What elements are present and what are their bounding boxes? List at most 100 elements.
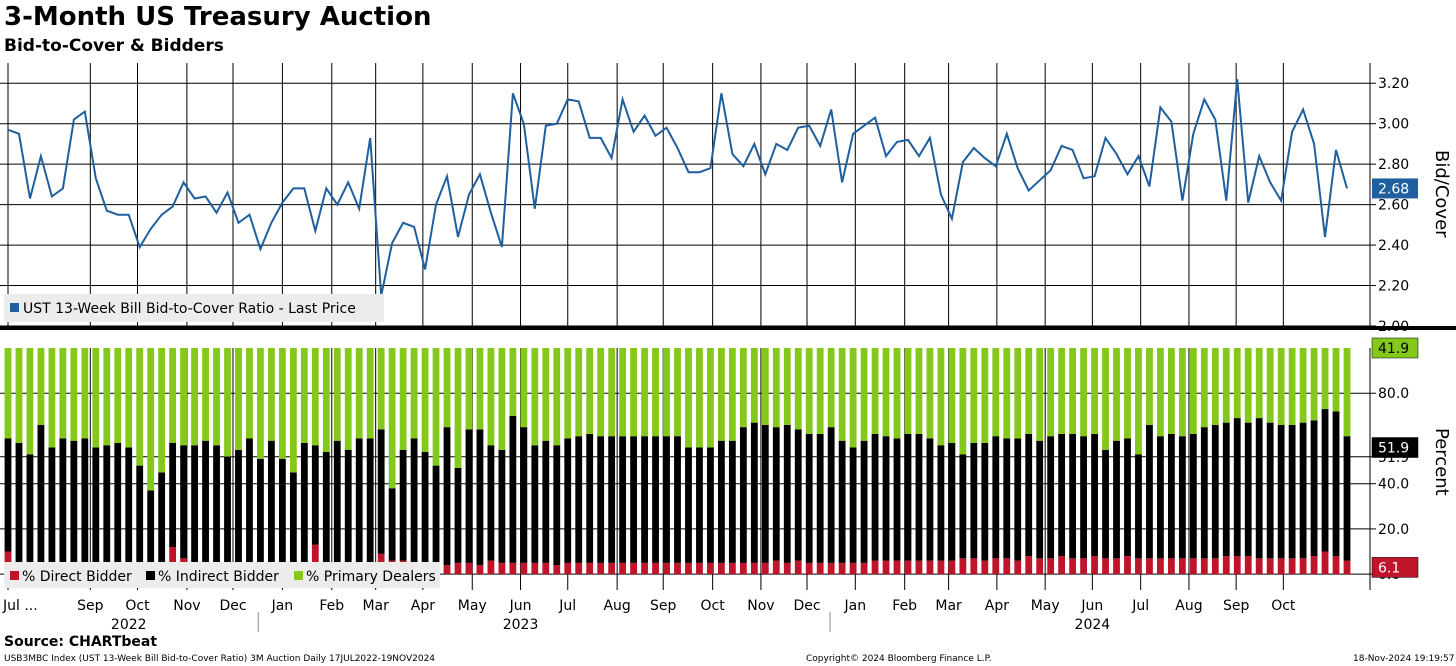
x-year-label: 2022 xyxy=(111,617,147,633)
bar-last-tag-indirect xyxy=(1371,437,1419,458)
bar-indirect xyxy=(1146,424,1153,559)
bar-indirect xyxy=(575,436,583,563)
bar-direct xyxy=(652,562,659,575)
bar-primary xyxy=(608,348,616,437)
bar-indirect xyxy=(476,429,484,566)
bar-direct xyxy=(608,562,616,575)
bar-indirect xyxy=(597,436,605,563)
bar-direct xyxy=(1189,558,1197,575)
chart-title: 3-Month US Treasury Auction xyxy=(4,2,432,32)
bar-indirect xyxy=(509,415,517,563)
bar-primary xyxy=(1014,348,1022,439)
bar-direct xyxy=(750,562,758,575)
bar-indirect xyxy=(860,440,868,563)
bar-primary xyxy=(125,348,133,448)
bar-primary xyxy=(487,348,495,446)
bar-direct xyxy=(542,562,550,575)
x-month-label: Sep xyxy=(77,598,104,614)
bar-primary xyxy=(696,348,703,448)
bar-indirect xyxy=(1211,424,1219,559)
x-month-label: Oct xyxy=(1271,598,1296,614)
bar-primary xyxy=(871,348,879,434)
bar-indirect xyxy=(443,427,451,566)
bar-direct xyxy=(805,562,813,575)
bar-primary xyxy=(246,348,253,439)
bar-indirect xyxy=(377,429,385,554)
x-year-label: 2024 xyxy=(1075,617,1111,633)
bar-indirect xyxy=(728,440,736,563)
bar-primary xyxy=(685,348,692,448)
bar-direct xyxy=(1288,558,1296,575)
bar-direct xyxy=(1299,558,1307,575)
bar-primary xyxy=(761,348,769,425)
bar-primary xyxy=(103,348,111,446)
bar-indirect xyxy=(663,436,670,563)
bar-indirect xyxy=(772,427,780,561)
bar-direct xyxy=(531,562,539,575)
bar-indirect xyxy=(92,447,100,566)
bar-primary xyxy=(114,348,122,443)
bar-indirect xyxy=(630,436,638,563)
bar-primary xyxy=(520,348,528,428)
bar-indirect xyxy=(498,449,506,563)
bar-indirect xyxy=(1058,433,1066,557)
bar-primary xyxy=(1211,348,1219,425)
bar-indirect xyxy=(1135,454,1142,559)
bar-primary xyxy=(728,348,736,441)
bar-direct xyxy=(970,558,978,575)
bar-indirect xyxy=(1343,436,1351,561)
bar-primary xyxy=(772,348,780,428)
bar-indirect xyxy=(915,433,923,561)
bar-indirect xyxy=(564,438,572,563)
bar-direct xyxy=(728,562,736,575)
bar-indirect xyxy=(246,438,253,566)
bar-direct xyxy=(1113,558,1120,575)
bar-direct xyxy=(641,562,648,575)
bar-indirect xyxy=(158,472,166,566)
bar-direct xyxy=(597,562,605,575)
bar-indirect xyxy=(542,440,550,563)
bar-direct xyxy=(827,562,835,575)
line-ytick-label: 2.80 xyxy=(1378,157,1409,173)
bar-direct xyxy=(586,562,594,575)
bar-indirect xyxy=(1157,436,1164,559)
bar-indirect xyxy=(1014,438,1022,561)
bar-primary xyxy=(663,348,670,437)
x-month-label: Dec xyxy=(219,598,246,614)
bar-primary xyxy=(268,348,275,441)
bar-indirect xyxy=(1124,438,1131,557)
bar-indirect xyxy=(827,427,835,563)
bar-indirect xyxy=(1321,409,1329,552)
bar-primary xyxy=(15,348,23,443)
bar-indirect xyxy=(257,458,264,563)
bar-direct xyxy=(1014,560,1022,575)
bar-primary xyxy=(1343,348,1351,437)
bar-indirect xyxy=(750,422,758,563)
bar-primary xyxy=(882,348,890,437)
line-ytick-label: 3.00 xyxy=(1378,117,1409,133)
bar-primary xyxy=(476,348,484,430)
bar-indirect xyxy=(849,447,857,563)
bar-direct xyxy=(1343,560,1351,575)
bar-indirect xyxy=(794,429,802,561)
bar-legend-label: % Direct Bidder xyxy=(22,569,132,585)
bar-primary xyxy=(904,348,912,434)
bar-direct xyxy=(992,558,1000,575)
bar-indirect xyxy=(739,427,747,563)
bar-last-label-primary: 41.9 xyxy=(1378,341,1409,357)
bar-primary xyxy=(92,348,100,448)
bar-primary xyxy=(70,348,78,441)
bar-indirect xyxy=(235,449,242,563)
bar-direct xyxy=(772,560,780,575)
bar-direct xyxy=(1091,556,1098,575)
bar-primary xyxy=(37,348,45,425)
bar-indirect xyxy=(707,447,714,563)
bar-primary xyxy=(575,348,583,437)
bar-indirect xyxy=(103,445,111,566)
bar-primary xyxy=(970,348,978,443)
bar-legend-swatch xyxy=(10,571,19,580)
bar-primary xyxy=(542,348,550,441)
bar-indirect xyxy=(948,442,956,561)
bar-indirect xyxy=(1299,422,1307,559)
x-month-label: Nov xyxy=(173,598,200,614)
